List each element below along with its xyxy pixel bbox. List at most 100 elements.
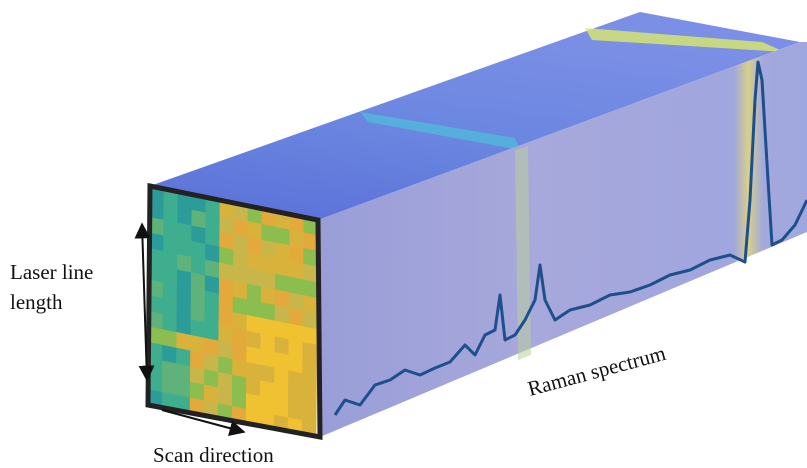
pixel-cell xyxy=(177,317,191,335)
pixel-cell xyxy=(303,264,317,282)
pixel-cell xyxy=(261,334,275,352)
pixel-cell xyxy=(260,365,274,383)
pixel-cell xyxy=(247,300,261,318)
pixel-cell xyxy=(234,219,248,237)
pixel-cell xyxy=(206,229,220,247)
laser-arrow xyxy=(142,224,147,380)
pixel-cell xyxy=(176,364,190,382)
pixel-cell xyxy=(205,322,219,340)
pixel-cell xyxy=(303,358,317,376)
pixel-cell xyxy=(289,261,303,279)
pixel-cell xyxy=(219,341,233,359)
pixel-cell xyxy=(261,349,275,367)
pixel-cell xyxy=(205,338,219,356)
pixel-cell xyxy=(304,248,318,266)
pixel-cell xyxy=(275,337,289,355)
pixel-cell xyxy=(191,304,205,322)
pixel-cell xyxy=(247,268,261,286)
pixel-cell xyxy=(234,234,248,252)
pixel-cell xyxy=(260,381,274,399)
pixel-cell xyxy=(205,291,219,309)
pixel-cell xyxy=(303,311,317,329)
pixel-cell xyxy=(190,367,204,385)
pixel-cell xyxy=(205,244,219,262)
pixel-cell xyxy=(288,386,302,404)
pixel-cell xyxy=(191,335,205,353)
pixel-cell xyxy=(233,250,247,268)
pixel-cell xyxy=(290,230,304,248)
pixel-cell xyxy=(275,290,289,308)
laser-label: length xyxy=(10,290,63,314)
pixel-cell xyxy=(274,399,288,417)
pixel-cell xyxy=(261,256,275,274)
pixel-cell xyxy=(218,388,232,406)
pixel-cell xyxy=(219,247,233,265)
pixel-cell xyxy=(275,352,289,370)
page: {"labels": {"laser_line": ["Laser line",… xyxy=(0,0,807,468)
pixel-cell xyxy=(163,236,177,254)
pixel-cell xyxy=(303,295,317,313)
pixel-cell xyxy=(303,327,317,345)
pixel-cell xyxy=(232,375,246,393)
pixel-cell xyxy=(248,221,262,239)
pixel-cell xyxy=(246,378,260,396)
pixel-cell xyxy=(233,313,247,331)
pixel-cell xyxy=(205,276,219,294)
pixel-cell xyxy=(177,286,191,304)
pixel-cell xyxy=(204,354,218,372)
pixel-cell xyxy=(163,267,177,285)
pixel-cell xyxy=(276,227,290,245)
pixel-cell xyxy=(192,210,206,228)
pixel-cell xyxy=(218,372,232,390)
pixel-cell xyxy=(303,342,317,360)
pixel-cell xyxy=(177,301,191,319)
pixel-cell xyxy=(246,362,260,380)
pixel-cell xyxy=(289,277,303,295)
pixel-cell xyxy=(191,257,205,275)
pixel-cell xyxy=(191,273,205,291)
pixel-cell xyxy=(302,374,316,392)
scan-label: Scan direction xyxy=(153,443,274,467)
pixel-cell xyxy=(219,310,233,328)
pixel-cell xyxy=(162,345,176,363)
pixel-cell xyxy=(190,382,204,400)
pixel-cell xyxy=(275,321,289,339)
pixel-cell xyxy=(233,328,247,346)
pixel-cell xyxy=(260,396,274,414)
pixel-cell xyxy=(261,318,275,336)
laser-label: Laser line xyxy=(10,260,93,284)
pixel-cell xyxy=(219,278,233,296)
pixel-cell xyxy=(262,224,276,242)
pixel-cell xyxy=(191,241,205,259)
pixel-cell xyxy=(247,253,261,271)
pixel-cell xyxy=(163,283,177,301)
pixel-cell xyxy=(220,231,234,249)
pixel-cell xyxy=(233,297,247,315)
pixel-cell xyxy=(274,368,288,386)
pixel-cell xyxy=(164,220,178,238)
pixel-cell xyxy=(261,303,275,321)
pixel-cell xyxy=(275,305,289,323)
pixel-cell xyxy=(176,379,190,397)
pixel-cell xyxy=(219,294,233,312)
pixel-cell xyxy=(190,351,204,369)
pixel-cell xyxy=(233,344,247,362)
pixel-cell xyxy=(176,348,190,366)
pixel-cell xyxy=(288,371,302,389)
pixel-cell xyxy=(247,315,261,333)
pixel-cell xyxy=(233,266,247,284)
pixel-cell xyxy=(247,331,261,349)
pixel-cell xyxy=(232,391,246,409)
pixel-cell xyxy=(205,260,219,278)
pixel-cell xyxy=(288,402,302,420)
pixel-cell xyxy=(205,307,219,325)
pixel-cell xyxy=(274,384,288,402)
hyperspectral-cube-diagram: Laser line length Raman spectrum Scan di… xyxy=(0,0,807,468)
pixel-cell xyxy=(164,204,178,222)
pixel-cell xyxy=(162,377,176,395)
raman-label: Raman spectrum xyxy=(525,341,668,401)
pixel-cell xyxy=(177,254,191,272)
front-face xyxy=(148,186,318,439)
pixel-cell xyxy=(191,288,205,306)
pixel-cell xyxy=(177,332,191,350)
